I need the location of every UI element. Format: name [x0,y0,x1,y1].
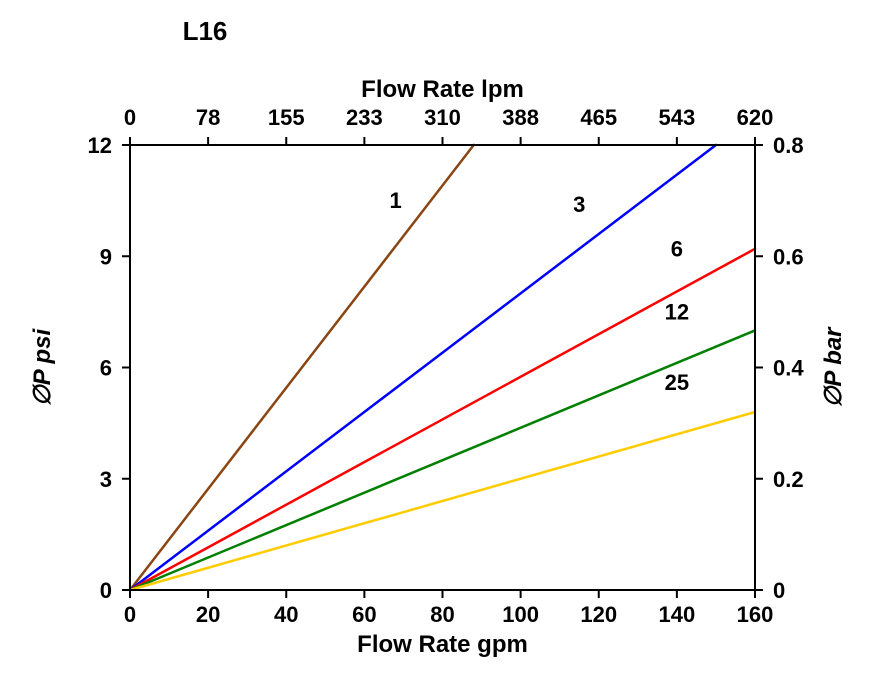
x-top-tick-label: 543 [659,105,696,130]
y-left-tick-label: 3 [100,467,112,492]
x-bottom-tick-label: 20 [196,602,220,627]
y-left-axis-label: ∅P psi [29,327,56,406]
y-right-tick-label: 0 [773,578,785,603]
x-top-tick-label: 388 [502,105,539,130]
x-bottom-tick-label: 40 [274,602,298,627]
chart-container: 0204060801001201401600781552333103884655… [0,0,876,688]
series-label-12: 12 [665,299,689,324]
x-top-tick-label: 620 [737,105,774,130]
y-right-tick-label: 0.8 [773,133,804,158]
series-label-25: 25 [665,370,689,395]
y-right-axis-label: ∅P bar [820,326,847,408]
x-bottom-axis-label: Flow Rate gpm [357,631,528,658]
x-bottom-tick-label: 60 [352,602,376,627]
x-top-axis-label: Flow Rate lpm [361,76,524,103]
x-bottom-tick-label: 80 [430,602,454,627]
x-bottom-tick-label: 140 [659,602,696,627]
y-right-tick-label: 0.4 [773,356,804,381]
y-left-tick-label: 0 [100,578,112,603]
y-right-tick-label: 0.6 [773,244,804,269]
x-bottom-tick-label: 0 [124,602,136,627]
x-bottom-tick-label: 120 [580,602,617,627]
x-bottom-tick-label: 160 [737,602,774,627]
y-right-tick-label: 0.2 [773,467,804,492]
y-left-tick-label: 6 [100,356,112,381]
series-label-3: 3 [573,192,585,217]
y-left-tick-label: 9 [100,244,112,269]
chart-title: L16 [183,16,228,46]
x-top-tick-label: 0 [124,105,136,130]
x-top-tick-label: 465 [580,105,617,130]
x-top-tick-label: 78 [196,105,220,130]
pressure-drop-chart: 0204060801001201401600781552333103884655… [0,0,876,688]
chart-background [0,0,876,688]
x-top-tick-label: 233 [346,105,383,130]
x-top-tick-label: 310 [424,105,461,130]
y-left-tick-label: 12 [88,133,112,158]
x-top-tick-label: 155 [268,105,305,130]
series-label-1: 1 [390,188,402,213]
x-bottom-tick-label: 100 [502,602,539,627]
series-label-6: 6 [671,236,683,261]
